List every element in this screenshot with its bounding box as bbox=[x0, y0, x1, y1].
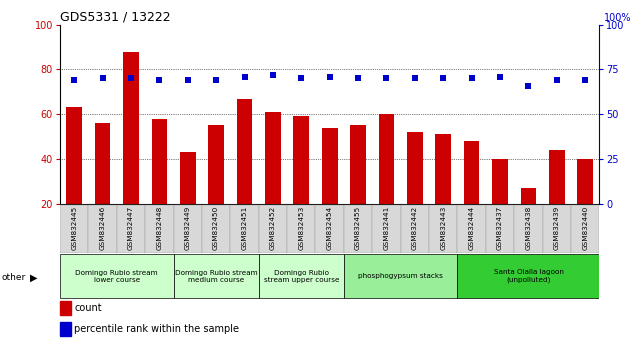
FancyBboxPatch shape bbox=[316, 205, 344, 253]
FancyBboxPatch shape bbox=[401, 205, 429, 253]
FancyBboxPatch shape bbox=[259, 254, 344, 298]
Text: GSM832452: GSM832452 bbox=[270, 206, 276, 251]
Bar bbox=[464, 141, 480, 204]
FancyBboxPatch shape bbox=[145, 205, 174, 253]
Point bbox=[183, 78, 193, 83]
Text: GSM832450: GSM832450 bbox=[213, 206, 219, 251]
Point bbox=[580, 78, 590, 83]
Bar bbox=[95, 123, 110, 204]
Point bbox=[466, 76, 476, 81]
FancyBboxPatch shape bbox=[543, 205, 571, 253]
Bar bbox=[521, 188, 536, 204]
Point bbox=[523, 83, 533, 88]
Bar bbox=[435, 134, 451, 204]
Point bbox=[324, 74, 334, 79]
Bar bbox=[549, 150, 565, 204]
Text: Domingo Rubio stream
medium course: Domingo Rubio stream medium course bbox=[175, 270, 257, 282]
FancyBboxPatch shape bbox=[174, 205, 202, 253]
Text: ▶: ▶ bbox=[30, 273, 38, 283]
FancyBboxPatch shape bbox=[259, 205, 287, 253]
FancyBboxPatch shape bbox=[230, 205, 259, 253]
Bar bbox=[265, 112, 281, 204]
Point bbox=[410, 76, 420, 81]
Text: GSM832447: GSM832447 bbox=[128, 206, 134, 251]
Bar bbox=[123, 52, 139, 204]
Bar bbox=[350, 125, 366, 204]
FancyBboxPatch shape bbox=[486, 205, 514, 253]
FancyBboxPatch shape bbox=[88, 205, 117, 253]
Text: GSM832449: GSM832449 bbox=[185, 206, 191, 251]
FancyBboxPatch shape bbox=[202, 205, 230, 253]
FancyBboxPatch shape bbox=[571, 205, 599, 253]
Bar bbox=[379, 114, 394, 204]
Text: count: count bbox=[74, 303, 102, 313]
Point bbox=[495, 74, 505, 79]
Text: other: other bbox=[1, 273, 25, 282]
Text: GSM832446: GSM832446 bbox=[100, 206, 105, 251]
Text: 100%: 100% bbox=[604, 13, 631, 23]
Point bbox=[154, 78, 164, 83]
FancyBboxPatch shape bbox=[60, 205, 88, 253]
Point bbox=[268, 72, 278, 78]
Bar bbox=[322, 127, 338, 204]
FancyBboxPatch shape bbox=[457, 254, 599, 298]
Text: GSM832451: GSM832451 bbox=[242, 206, 247, 251]
Text: GSM832439: GSM832439 bbox=[554, 206, 560, 251]
Text: phosphogypsum stacks: phosphogypsum stacks bbox=[358, 273, 443, 279]
Point bbox=[381, 76, 391, 81]
FancyBboxPatch shape bbox=[287, 205, 316, 253]
Text: GSM832441: GSM832441 bbox=[384, 206, 389, 251]
Bar bbox=[577, 159, 593, 204]
FancyBboxPatch shape bbox=[372, 205, 401, 253]
FancyBboxPatch shape bbox=[344, 205, 372, 253]
FancyBboxPatch shape bbox=[174, 254, 259, 298]
FancyBboxPatch shape bbox=[429, 205, 457, 253]
Text: GSM832437: GSM832437 bbox=[497, 206, 503, 251]
FancyBboxPatch shape bbox=[514, 205, 543, 253]
FancyBboxPatch shape bbox=[60, 254, 174, 298]
Text: GSM832440: GSM832440 bbox=[582, 206, 588, 251]
Point bbox=[126, 76, 136, 81]
Point bbox=[296, 76, 306, 81]
Bar bbox=[208, 125, 224, 204]
Bar bbox=[293, 116, 309, 204]
Text: GSM832453: GSM832453 bbox=[298, 206, 304, 251]
Text: GSM832454: GSM832454 bbox=[327, 206, 333, 251]
Point bbox=[438, 76, 448, 81]
Bar bbox=[237, 98, 252, 204]
Text: GSM832444: GSM832444 bbox=[469, 206, 475, 251]
Bar bbox=[66, 108, 82, 204]
Text: GSM832448: GSM832448 bbox=[156, 206, 162, 251]
Point bbox=[211, 78, 221, 83]
Point bbox=[353, 76, 363, 81]
FancyBboxPatch shape bbox=[117, 205, 145, 253]
Text: GSM832443: GSM832443 bbox=[440, 206, 446, 251]
Point bbox=[97, 76, 107, 81]
Point bbox=[239, 74, 249, 79]
Text: Domingo Rubio stream
lower course: Domingo Rubio stream lower course bbox=[76, 270, 158, 282]
Text: Domingo Rubio
stream upper course: Domingo Rubio stream upper course bbox=[264, 270, 339, 282]
Point bbox=[69, 78, 80, 83]
Bar bbox=[407, 132, 423, 204]
Text: GSM832438: GSM832438 bbox=[526, 206, 531, 251]
Bar bbox=[151, 119, 167, 204]
FancyBboxPatch shape bbox=[344, 254, 457, 298]
Point bbox=[551, 78, 562, 83]
Bar bbox=[180, 152, 196, 204]
Text: GSM832455: GSM832455 bbox=[355, 206, 361, 251]
Text: Santa Olalla lagoon
(unpolluted): Santa Olalla lagoon (unpolluted) bbox=[493, 269, 563, 283]
Text: percentile rank within the sample: percentile rank within the sample bbox=[74, 324, 239, 334]
Text: GDS5331 / 13222: GDS5331 / 13222 bbox=[60, 11, 170, 24]
FancyBboxPatch shape bbox=[457, 205, 486, 253]
Bar bbox=[492, 159, 508, 204]
Text: GSM832445: GSM832445 bbox=[71, 206, 77, 251]
Text: GSM832442: GSM832442 bbox=[412, 206, 418, 251]
